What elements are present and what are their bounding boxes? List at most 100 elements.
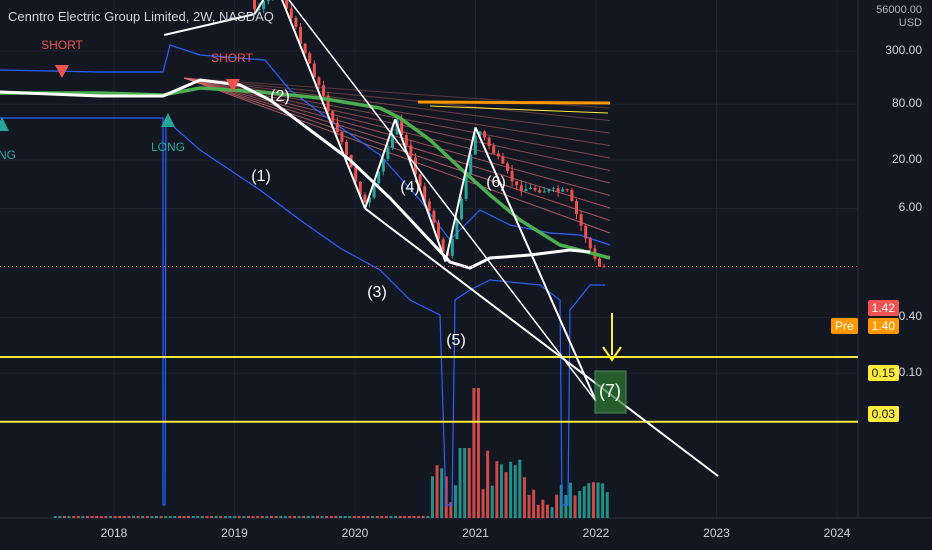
- chart-title: Cenntro Electric Group Limited, 2W, NASD…: [8, 9, 274, 24]
- level-003-tag: 0.03: [867, 406, 899, 422]
- price-tick-label: 0.10: [898, 365, 922, 380]
- volume-bar: [191, 516, 195, 518]
- candle-body: [285, 0, 289, 9]
- volume-bar: [297, 516, 301, 518]
- volume-bar: [357, 516, 361, 518]
- currency-code: USD: [898, 17, 922, 29]
- volume-bar: [343, 516, 347, 518]
- volume-bar: [76, 516, 80, 518]
- ma-white: [0, 78, 591, 270]
- volume-bar: [242, 516, 246, 518]
- volume-bar: [389, 516, 393, 518]
- volume-bar: [159, 516, 163, 518]
- wave-leg: [163, 13, 255, 36]
- long-signal-label: NG: [0, 148, 16, 162]
- volume-bar: [269, 516, 273, 518]
- volume-bar: [104, 516, 108, 518]
- volume-bar: [398, 516, 402, 518]
- volume-bar: [338, 516, 342, 518]
- volume-bar: [246, 516, 250, 518]
- volume-bar: [67, 516, 71, 518]
- volume-bar: [449, 502, 453, 518]
- volume-bar: [440, 468, 444, 518]
- volume-bar: [495, 461, 499, 518]
- projection-box: [594, 370, 627, 414]
- volume-bar: [394, 516, 398, 518]
- level-015-tag: 0.15: [867, 365, 899, 381]
- short-signal-label: SHORT: [41, 38, 83, 52]
- volume-bar: [380, 516, 384, 518]
- candle-body: [308, 53, 312, 64]
- time-tick-label: 2020: [341, 526, 369, 540]
- price-axis-top-tick: 56000.00: [876, 4, 922, 16]
- fan-line: [184, 77, 611, 196]
- volume-bar: [136, 516, 140, 518]
- volume-bar: [141, 516, 145, 518]
- long-signal-label: LONG: [151, 140, 185, 154]
- volume-bar: [582, 486, 586, 518]
- fan-line: [184, 77, 611, 234]
- candle-body: [432, 210, 436, 223]
- volume-bar: [509, 461, 513, 518]
- candle-body: [409, 145, 413, 158]
- volume-bar: [426, 516, 430, 518]
- wave-leg: [444, 127, 477, 262]
- candle-body: [368, 197, 371, 203]
- wave-leg: [253, 0, 265, 15]
- volume-bar: [302, 516, 306, 518]
- candle-body: [533, 187, 537, 191]
- candle-body: [437, 222, 440, 240]
- candle-body: [584, 225, 588, 239]
- volume-bar: [90, 516, 94, 518]
- volume-bar: [200, 516, 204, 518]
- volume-bar: [122, 516, 126, 518]
- volume-bar: [348, 516, 352, 518]
- volume-bar: [260, 516, 264, 518]
- volume-bar: [490, 485, 494, 518]
- candle-body: [579, 214, 583, 226]
- candle-body: [515, 181, 519, 186]
- premarket-price-tag: 1.40: [867, 318, 899, 334]
- candle-body: [547, 189, 551, 192]
- candle-body: [570, 190, 574, 201]
- candle-body: [303, 43, 307, 54]
- volume-bar: [228, 516, 232, 518]
- short-signal-label: SHORT: [211, 51, 253, 65]
- volume-bar: [214, 516, 218, 518]
- candle-body: [312, 63, 316, 78]
- short-arrow-icon: [55, 65, 69, 78]
- volume-bar: [550, 507, 554, 518]
- volume-bar: [463, 448, 467, 518]
- volume-bar: [403, 516, 407, 518]
- premarket-label-tag: Pre: [831, 318, 858, 334]
- wave-leg: [364, 118, 397, 209]
- candle-body: [317, 77, 321, 86]
- candle-body: [473, 135, 477, 155]
- candle-body: [487, 137, 491, 147]
- candle-body: [478, 131, 482, 136]
- volume-bar: [62, 516, 66, 518]
- wave-label: (6): [486, 174, 506, 191]
- volume-bar: [564, 494, 568, 518]
- time-tick-label: 2022: [582, 526, 610, 540]
- candle-body: [266, 0, 270, 2]
- volume-bar: [187, 516, 191, 518]
- candle-body: [391, 134, 394, 148]
- volume-bar: [417, 516, 421, 518]
- time-tick-label: 2021: [462, 526, 489, 540]
- price-tick-label: 80.00: [891, 96, 922, 111]
- candle-body: [345, 142, 348, 155]
- volume-bar: [467, 448, 471, 518]
- volume-bar: [559, 484, 563, 518]
- volume-bar: [219, 516, 223, 518]
- volume-bar: [366, 516, 370, 518]
- candle-body: [450, 239, 454, 256]
- candle-body: [561, 189, 565, 192]
- candle-body: [331, 111, 335, 123]
- candle-body: [377, 171, 381, 184]
- fan-line: [184, 77, 611, 221]
- volume-bar: [95, 516, 99, 518]
- lower-trendline: [364, 207, 719, 477]
- candle-body: [386, 147, 390, 159]
